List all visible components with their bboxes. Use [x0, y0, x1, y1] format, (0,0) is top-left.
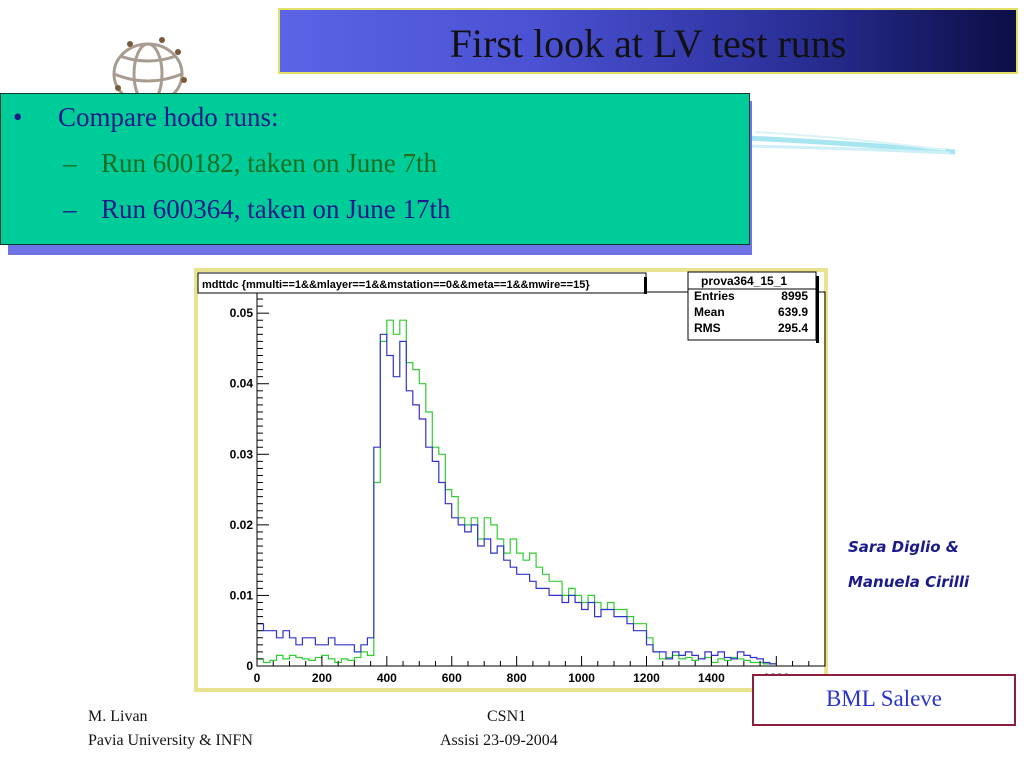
- footer-author: M. Livan: [88, 708, 148, 725]
- decorative-streak: [745, 131, 956, 155]
- x-tick-label: 400: [377, 671, 397, 685]
- x-tick-label: 1000: [568, 671, 595, 685]
- y-tick-label: 0.02: [230, 518, 254, 532]
- y-tick-label: 0.04: [230, 377, 254, 391]
- stats-value-mean: 639.9: [778, 305, 808, 319]
- sub-bullet-run-600182: – Run 600182, taken on June 7th: [63, 148, 437, 179]
- x-tick-label: 0: [254, 671, 261, 685]
- footer-event: CSN1: [487, 708, 527, 725]
- x-tick-label: 1200: [633, 671, 660, 685]
- credit-line-1: Sara Diglio &: [848, 538, 959, 556]
- bullet-main-text: Compare hodo runs:: [58, 102, 279, 132]
- stats-label-mean: Mean: [694, 305, 725, 319]
- histogram-line-1: [257, 333, 777, 665]
- bullet-main: • Compare hodo runs:: [13, 102, 278, 133]
- x-tick-label: 200: [312, 671, 332, 685]
- bullet-box: • Compare hodo runs: – Run 600182, taken o…: [0, 93, 750, 245]
- slide-title: First look at LV test runs: [449, 21, 847, 66]
- stats-name: prova364_15_1: [701, 274, 787, 288]
- sub-bullet-text: Run 600182, taken on June 7th: [101, 148, 437, 178]
- sub-bullet-run-600364: – Run 600364, taken on June 17th: [63, 194, 450, 225]
- plot-canvas: [198, 272, 824, 688]
- y-axis: 0 0.01 0.02 0.03 0.04 0.05: [230, 292, 269, 673]
- histogram-line-0: [257, 319, 777, 665]
- x-tick-label: 800: [507, 671, 527, 685]
- footer-affiliation: Pavia University & INFN: [88, 732, 253, 749]
- stats-box-shadow: [816, 276, 819, 343]
- x-tick-label: 600: [442, 671, 462, 685]
- histogram-title: mdttdc {mmulti==1&&mlayer==1&&mstation==…: [202, 279, 590, 291]
- series-run-600364: [257, 333, 777, 665]
- title-bar: First look at LV test runs: [278, 8, 1018, 74]
- stats-label-entries: Entries: [694, 289, 735, 303]
- title-box-shadow: [644, 277, 647, 294]
- y-tick-label: 0: [246, 659, 253, 673]
- stats-value-rms: 295.4: [778, 321, 808, 335]
- y-tick-label: 0.05: [230, 306, 254, 320]
- sub-bullet-dash: –: [63, 194, 77, 224]
- stats-value-entries: 8995: [781, 289, 808, 303]
- footer-date: Assisi 23-09-2004: [440, 732, 558, 749]
- sub-bullet-text: Run 600364, taken on June 17th: [101, 194, 451, 224]
- y-tick-label: 0.03: [230, 447, 254, 461]
- y-tick-label: 0.01: [230, 588, 254, 602]
- stats-box: [687, 271, 817, 341]
- histogram-plot: 02004006008001000120014001600 00.010.020…: [194, 268, 828, 692]
- sub-bullet-dash: –: [63, 148, 77, 178]
- bullet-marker: •: [13, 102, 23, 132]
- bml-saleve-label: BML Saleve: [752, 674, 1016, 726]
- x-tick-label: 1400: [698, 671, 725, 685]
- series-run-600182: [257, 319, 777, 665]
- stats-label-rms: RMS: [694, 321, 721, 335]
- credit-line-2: Manuela Cirilli: [848, 573, 970, 591]
